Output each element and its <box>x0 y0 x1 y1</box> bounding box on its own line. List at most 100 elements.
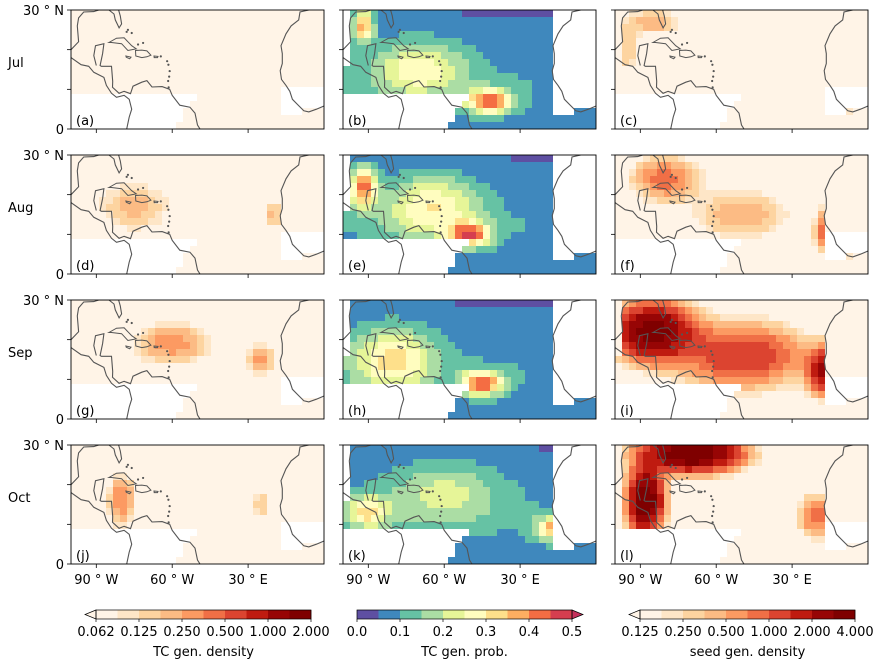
contour-cell <box>518 59 526 67</box>
contour-cell <box>309 335 317 343</box>
contour-cell <box>204 300 212 308</box>
contour-cell <box>281 328 289 336</box>
contour-cell <box>399 73 407 81</box>
contour-cell <box>357 24 365 32</box>
contour-cell <box>406 59 414 67</box>
contour-cell <box>169 169 177 177</box>
contour-cell <box>776 190 784 198</box>
island-dot <box>167 231 170 234</box>
contour-cell <box>539 122 547 129</box>
contour-cell <box>274 66 282 74</box>
contour-cell <box>197 260 205 268</box>
contour-cell <box>211 211 219 219</box>
contour-cell <box>113 204 121 212</box>
contour-cell <box>281 267 289 274</box>
contour-cell <box>218 356 226 364</box>
contour-cell <box>720 87 728 95</box>
contour-cell <box>769 260 777 268</box>
contour-cell <box>567 155 575 163</box>
contour-cell <box>448 66 456 74</box>
contour-cell <box>316 253 324 261</box>
contour-cell <box>281 10 289 18</box>
contour-cell <box>71 405 79 413</box>
contour-cell <box>295 363 303 371</box>
island-outline <box>397 200 404 205</box>
contour-cell <box>567 342 575 350</box>
contour-cell <box>622 197 630 205</box>
contour-cell <box>197 10 205 18</box>
contour-cell <box>790 253 798 261</box>
contour-cell <box>246 377 254 385</box>
contour-cell <box>267 115 275 123</box>
contour-cell <box>720 176 728 184</box>
contour-cell <box>113 169 121 177</box>
contour-cell <box>462 17 470 25</box>
contour-cell <box>99 211 107 219</box>
contour-cell <box>78 377 86 385</box>
contour-cell <box>162 391 170 399</box>
contour-cell <box>169 80 177 88</box>
contour-cell <box>343 73 351 81</box>
contour-cell <box>413 122 421 129</box>
contour-cell <box>309 391 317 399</box>
contour-cell <box>99 176 107 184</box>
contour-cell <box>427 52 435 60</box>
contour-cell <box>790 204 798 212</box>
contour-cell <box>427 87 435 95</box>
panel-frame <box>70 9 325 130</box>
contour-cell <box>204 211 212 219</box>
contour-cell <box>867 232 868 240</box>
contour-cell <box>574 328 582 336</box>
contour-cell <box>155 218 163 226</box>
contour-cell <box>357 31 365 39</box>
contour-cell <box>106 122 114 129</box>
contour-cell <box>211 239 219 247</box>
contour-cell <box>706 239 714 247</box>
contour-cell <box>155 66 163 74</box>
contour-cell <box>818 162 826 170</box>
contour-cell <box>504 24 512 32</box>
contour-cell <box>239 218 247 226</box>
contour-cell <box>120 73 128 81</box>
contour-cell <box>581 225 589 233</box>
contour-cell <box>350 218 358 226</box>
panel-jul-3: (c) <box>611 9 869 133</box>
contour-cell <box>825 183 833 191</box>
contour-cell <box>148 384 156 392</box>
contour-cell <box>406 349 414 357</box>
contour-cell <box>253 300 261 308</box>
contour-cell <box>671 162 679 170</box>
contour-cell <box>197 384 205 392</box>
contour-cell <box>539 162 547 170</box>
contour-cell <box>539 239 547 247</box>
contour-cell <box>685 80 693 88</box>
contour-cell <box>518 218 526 226</box>
contour-cell <box>413 45 421 53</box>
contour-cell <box>504 122 512 129</box>
contour-cell <box>574 80 582 88</box>
contour-cell <box>253 384 261 392</box>
contour-cell <box>141 80 149 88</box>
contour-cell <box>525 342 533 350</box>
contour-cell <box>441 314 449 322</box>
contour-cell <box>420 342 428 350</box>
contour-cell <box>267 321 275 329</box>
contour-cell <box>574 94 582 102</box>
contour-cell <box>811 80 819 88</box>
contour-cell <box>497 225 505 233</box>
contour-cell <box>134 24 142 32</box>
contour-cell <box>246 314 254 322</box>
contour-cell <box>434 155 442 163</box>
contour-cell <box>120 218 128 226</box>
contour-cell <box>622 190 630 198</box>
contour-cell <box>427 314 435 322</box>
contour-cell <box>106 73 114 81</box>
contour-cell <box>671 260 679 268</box>
contour-cell <box>239 31 247 39</box>
contour-cell <box>183 391 191 399</box>
contour-cell <box>169 115 177 123</box>
contour-cell <box>504 169 512 177</box>
contour-cell <box>678 45 686 53</box>
contour-cell <box>357 253 365 261</box>
contour-cell <box>469 349 477 357</box>
